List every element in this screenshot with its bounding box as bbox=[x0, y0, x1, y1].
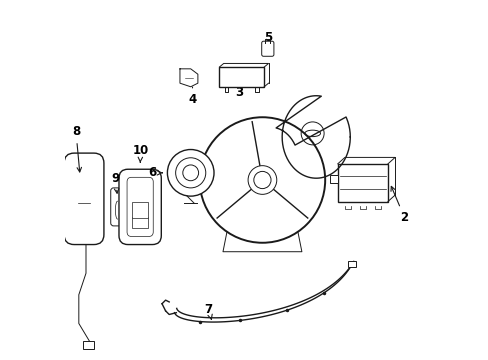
FancyBboxPatch shape bbox=[119, 169, 161, 244]
Text: 10: 10 bbox=[132, 144, 148, 162]
Text: 9: 9 bbox=[111, 172, 119, 193]
Text: 4: 4 bbox=[188, 73, 196, 107]
FancyBboxPatch shape bbox=[83, 341, 94, 348]
Text: 6: 6 bbox=[148, 166, 162, 179]
Text: 3: 3 bbox=[235, 71, 243, 99]
Polygon shape bbox=[223, 216, 301, 252]
FancyBboxPatch shape bbox=[261, 41, 273, 56]
Text: 1: 1 bbox=[291, 159, 314, 181]
FancyBboxPatch shape bbox=[219, 67, 264, 87]
FancyBboxPatch shape bbox=[329, 175, 337, 183]
Circle shape bbox=[199, 117, 325, 243]
FancyBboxPatch shape bbox=[110, 188, 124, 226]
Circle shape bbox=[167, 149, 214, 196]
Text: 2: 2 bbox=[390, 186, 408, 224]
FancyBboxPatch shape bbox=[337, 164, 387, 202]
Text: 8: 8 bbox=[72, 125, 81, 172]
FancyBboxPatch shape bbox=[127, 177, 153, 237]
Circle shape bbox=[247, 166, 276, 194]
Text: 5: 5 bbox=[263, 31, 271, 50]
Text: 7: 7 bbox=[204, 303, 212, 319]
Polygon shape bbox=[180, 69, 198, 87]
FancyBboxPatch shape bbox=[64, 153, 104, 244]
FancyBboxPatch shape bbox=[348, 261, 355, 267]
FancyBboxPatch shape bbox=[132, 217, 148, 228]
FancyBboxPatch shape bbox=[132, 202, 148, 217]
Polygon shape bbox=[276, 96, 349, 178]
